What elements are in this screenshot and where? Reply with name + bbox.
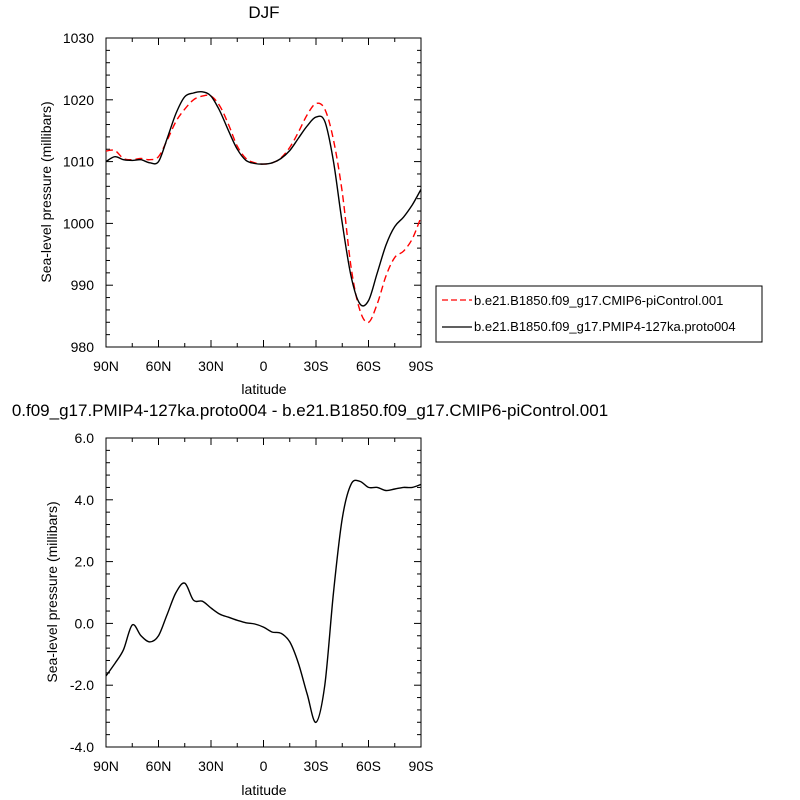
top-y-tick-label: 1010 [63,154,94,170]
legend-box [435,285,763,343]
top-axis-ticks: 90N 60N 30N 0 30S 60S 90S 980 990 1000 1010 1020 103… [63,30,434,374]
bottom-x-tick-label: 90N [93,758,119,774]
legend-label-pmip4: b.e21.B1850.f09_g17.PMIP4-127ka.proto004 [474,319,736,334]
top-x-tick-label: 30N [198,358,224,374]
bottom-x-tick-label: 0 [260,758,268,774]
top-x-tick-label: 0 [260,358,268,374]
bottom-plot-frame [105,437,422,748]
top-chart-title: DJF [248,3,279,22]
bottom-x-tick-label: 60S [356,758,381,774]
bottom-series-lines [105,479,422,724]
bottom-y-tick-label: -4.0 [70,739,94,755]
top-x-axis-label: latitude [241,381,286,397]
top-x-tick-label: 90N [93,358,119,374]
bottom-y-tick-label: -2.0 [70,677,94,693]
bottom-x-tick-label: 90S [409,758,434,774]
bottom-x-tick-label: 60N [146,758,172,774]
bottom-x-axis-label: latitude [241,782,286,798]
top-plot-frame [105,37,422,348]
top-y-tick-label: 980 [71,339,95,355]
top-panel: DJF 90N 60N 30N 0 30S 60S 90S 980 990 1000 1010 102… [38,3,433,397]
bottom-y-tick-label: 4.0 [75,492,95,508]
top-x-tick-label: 30S [304,358,329,374]
top-x-tick-label: 60N [146,358,172,374]
top-y-tick-label: 1020 [63,92,94,108]
bottom-panel: 0.f09_g17.PMIP4-127ka.proto004 - b.e21.B… [12,401,608,798]
top-y-axis-label: Sea-level pressure (millibars) [38,101,54,282]
bottom-y-axis-label: Sea-level pressure (millibars) [44,501,60,682]
top-series-line-1 [105,90,422,307]
bottom-x-tick-label: 30N [198,758,224,774]
top-x-tick-label: 60S [356,358,381,374]
top-series-line-0 [105,94,422,324]
top-x-tick-label: 90S [409,358,434,374]
legend-label-picontrol: b.e21.B1850.f09_g17.CMIP6-piControl.001 [474,293,723,308]
bottom-series-line-0 [105,479,422,724]
legend: b.e21.B1850.f09_g17.CMIP6-piControl.001 … [435,285,763,343]
top-series-lines [105,90,422,324]
top-y-tick-label: 1000 [63,215,94,231]
bottom-y-tick-label: 6.0 [75,430,95,446]
bottom-y-tick-label: 0.0 [75,615,95,631]
top-y-tick-label: 990 [71,277,95,293]
bottom-y-tick-label: 2.0 [75,554,95,570]
bottom-x-tick-label: 30S [304,758,329,774]
bottom-axis-ticks: 90N 60N 30N 0 30S 60S 90S -4.0 -2.0 0.0 2.0 4.0 6.0 [70,430,434,774]
top-y-tick-label: 1030 [63,30,94,46]
bottom-chart-title: 0.f09_g17.PMIP4-127ka.proto004 - b.e21.B… [12,401,608,420]
